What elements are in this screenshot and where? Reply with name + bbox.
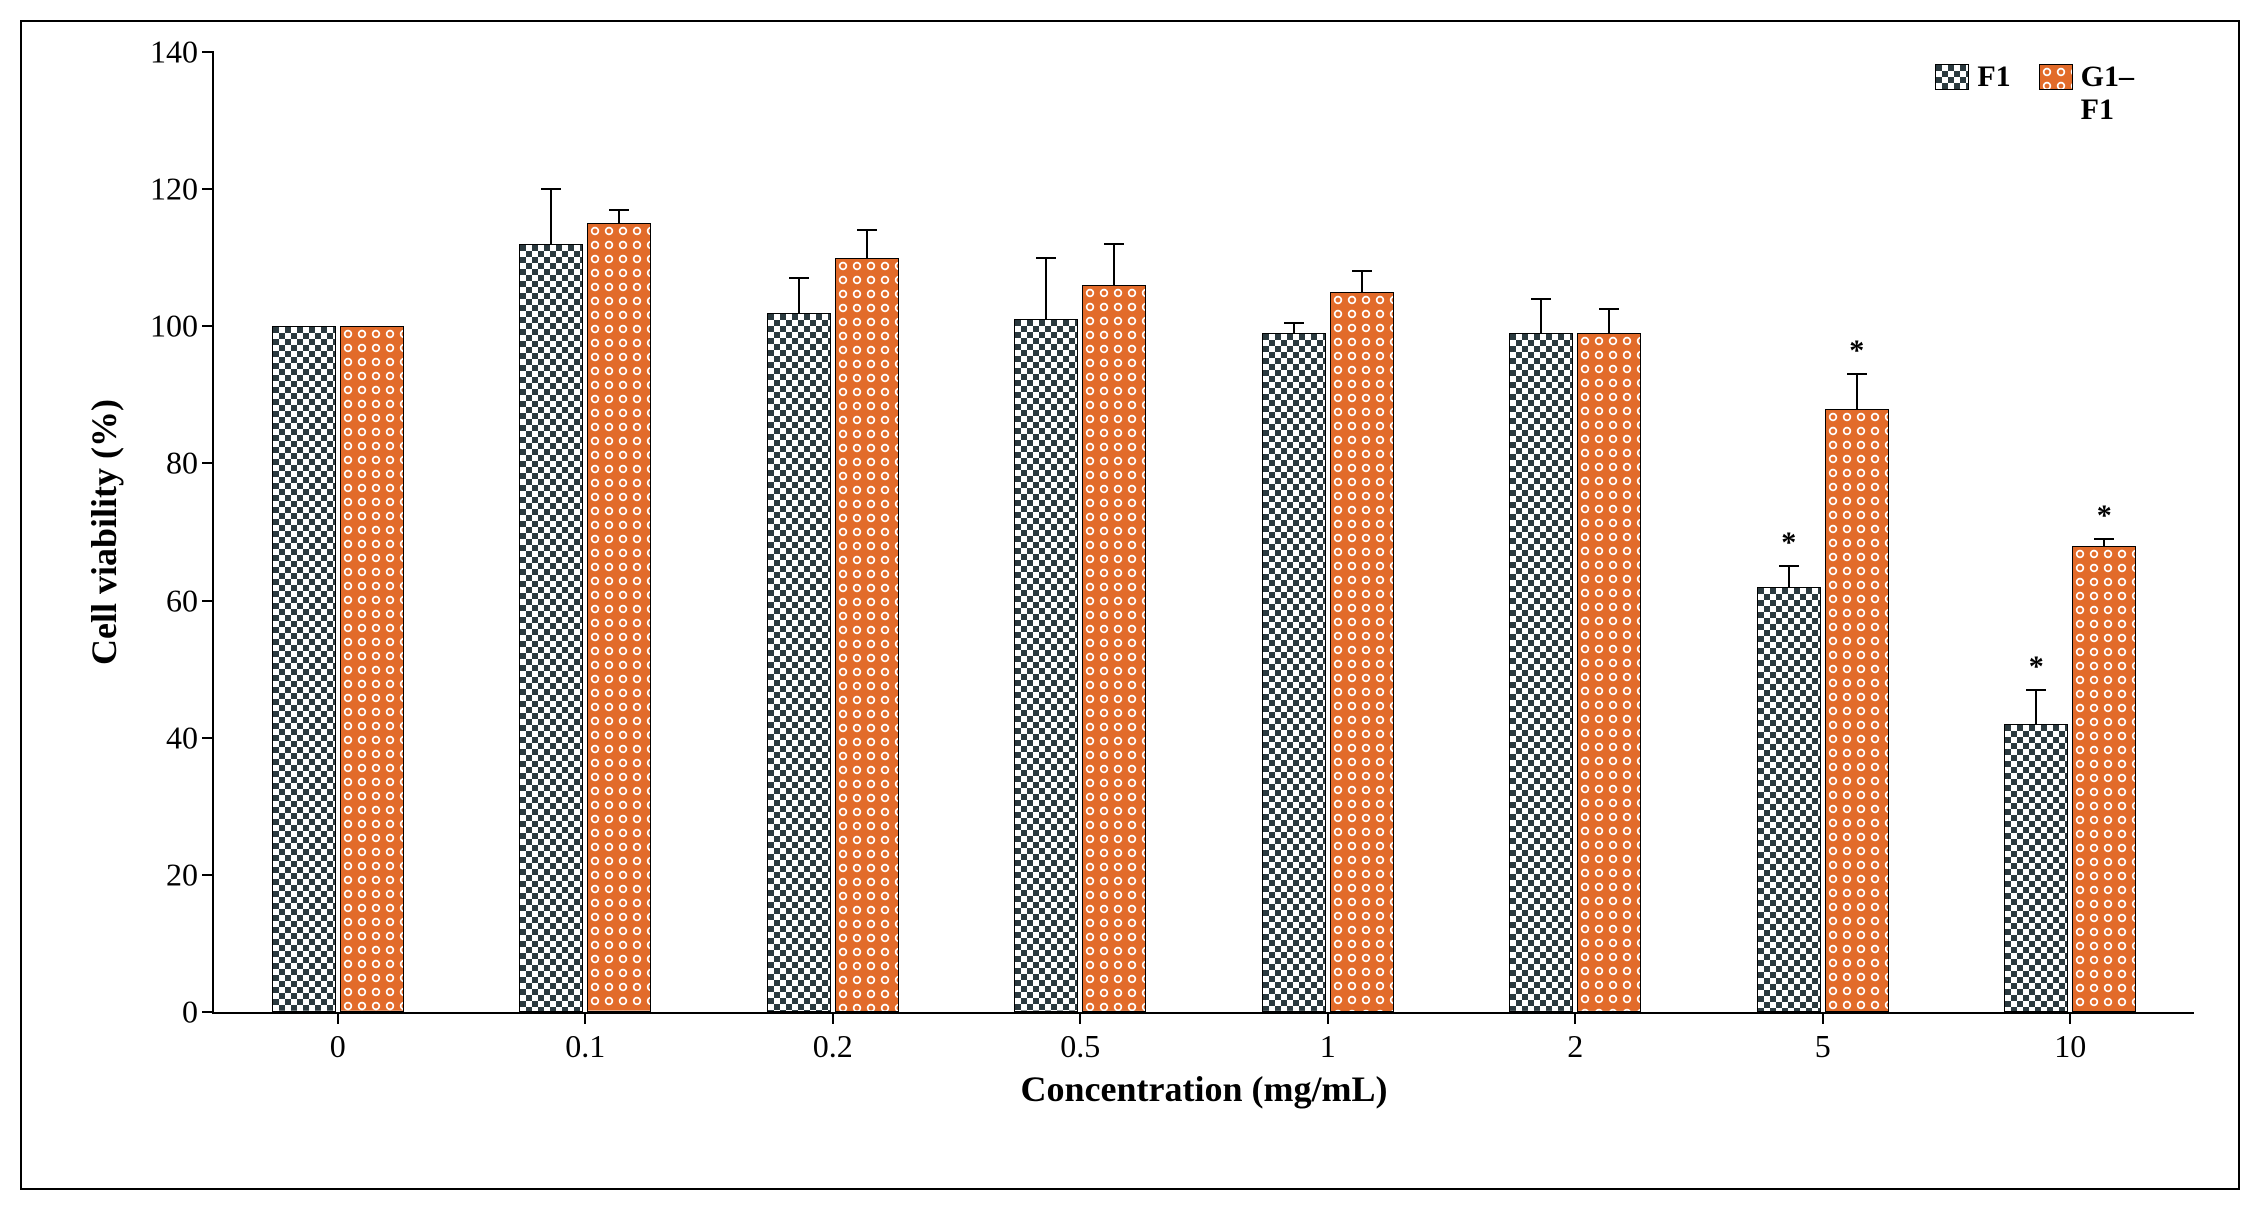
x-tick: [1327, 1012, 1329, 1024]
y-tick: [202, 737, 214, 739]
error-bar: [2035, 690, 2037, 724]
x-tick: [337, 1012, 339, 1024]
x-tick-label: 0.5: [1060, 1028, 1100, 1065]
x-tick: [1822, 1012, 1824, 1024]
error-cap: [1036, 257, 1056, 259]
chart-frame: Cell viability (%) Concentration (mg/mL)…: [20, 20, 2240, 1190]
bar: [2072, 546, 2136, 1012]
error-cap: [1847, 373, 1867, 375]
significance-asterisk: *: [2097, 499, 2112, 533]
y-tick: [202, 1011, 214, 1013]
y-tick: [202, 462, 214, 464]
error-bar: [550, 189, 552, 244]
error-cap: [789, 277, 809, 279]
significance-asterisk: *: [1849, 334, 1864, 368]
y-tick-label: 40: [166, 719, 198, 756]
legend-item-f1: F1: [1935, 60, 2010, 93]
bar: [767, 313, 831, 1012]
bar: [587, 223, 651, 1012]
x-tick: [1574, 1012, 1576, 1024]
error-bar: [866, 230, 868, 257]
legend: F1 G1– F1: [1935, 60, 2134, 126]
error-cap: [1599, 308, 1619, 310]
bar: [1825, 409, 1889, 1012]
plot-area: Cell viability (%) Concentration (mg/mL)…: [212, 52, 2194, 1014]
error-bar: [1608, 309, 1610, 333]
legend-swatch-f1: [1935, 64, 1969, 90]
x-tick-label: 2: [1567, 1028, 1583, 1065]
error-cap: [1352, 270, 1372, 272]
bar: [1082, 285, 1146, 1012]
error-cap: [541, 188, 561, 190]
error-cap: [857, 229, 877, 231]
error-cap: [1531, 298, 1551, 300]
y-tick: [202, 325, 214, 327]
x-axis-title: Concentration (mg/mL): [1021, 1068, 1388, 1110]
bar: [1262, 333, 1326, 1012]
error-cap: [609, 209, 629, 211]
error-cap: [2094, 538, 2114, 540]
significance-asterisk: *: [1781, 526, 1796, 560]
y-tick-label: 140: [150, 34, 198, 71]
x-tick-label: 0.1: [565, 1028, 605, 1065]
error-bar: [1293, 323, 1295, 333]
bar: [1577, 333, 1641, 1012]
error-cap: [1104, 243, 1124, 245]
y-axis-title: Cell viability (%): [83, 399, 125, 665]
error-cap: [1284, 322, 1304, 324]
y-tick-label: 100: [150, 308, 198, 345]
x-tick: [1079, 1012, 1081, 1024]
error-bar: [798, 278, 800, 312]
bar: [272, 326, 336, 1012]
y-tick: [202, 874, 214, 876]
bar: [1014, 319, 1078, 1012]
x-tick-label: 0.2: [813, 1028, 853, 1065]
error-bar: [1361, 271, 1363, 292]
bar: [835, 258, 899, 1012]
y-tick-label: 60: [166, 582, 198, 619]
error-bar: [1788, 566, 1790, 587]
y-tick-label: 20: [166, 856, 198, 893]
x-tick: [584, 1012, 586, 1024]
bar: [340, 326, 404, 1012]
error-cap: [2026, 689, 2046, 691]
bar: [519, 244, 583, 1012]
error-bar: [1113, 244, 1115, 285]
legend-label-f1: F1: [1977, 60, 2010, 93]
x-tick-label: 10: [2054, 1028, 2086, 1065]
x-tick-label: 5: [1815, 1028, 1831, 1065]
legend-item-g1f1: G1– F1: [2039, 60, 2134, 126]
bar: [2004, 724, 2068, 1012]
bar: [1509, 333, 1573, 1012]
x-tick: [832, 1012, 834, 1024]
y-tick-label: 0: [182, 994, 198, 1031]
y-tick: [202, 600, 214, 602]
bar: [1330, 292, 1394, 1012]
bar: [1757, 587, 1821, 1012]
error-bar: [1540, 299, 1542, 333]
legend-label-g1f1: G1– F1: [2081, 60, 2134, 126]
error-cap: [1779, 565, 1799, 567]
x-tick: [2069, 1012, 2071, 1024]
y-tick-label: 80: [166, 445, 198, 482]
error-bar: [1045, 258, 1047, 320]
error-bar: [1856, 374, 1858, 408]
error-bar: [618, 210, 620, 224]
legend-swatch-g1f1: [2039, 64, 2073, 90]
y-tick: [202, 188, 214, 190]
x-tick-label: 0: [330, 1028, 346, 1065]
y-tick-label: 120: [150, 171, 198, 208]
y-tick: [202, 51, 214, 53]
error-bar: [2103, 539, 2105, 546]
x-tick-label: 1: [1320, 1028, 1336, 1065]
significance-asterisk: *: [2029, 650, 2044, 684]
